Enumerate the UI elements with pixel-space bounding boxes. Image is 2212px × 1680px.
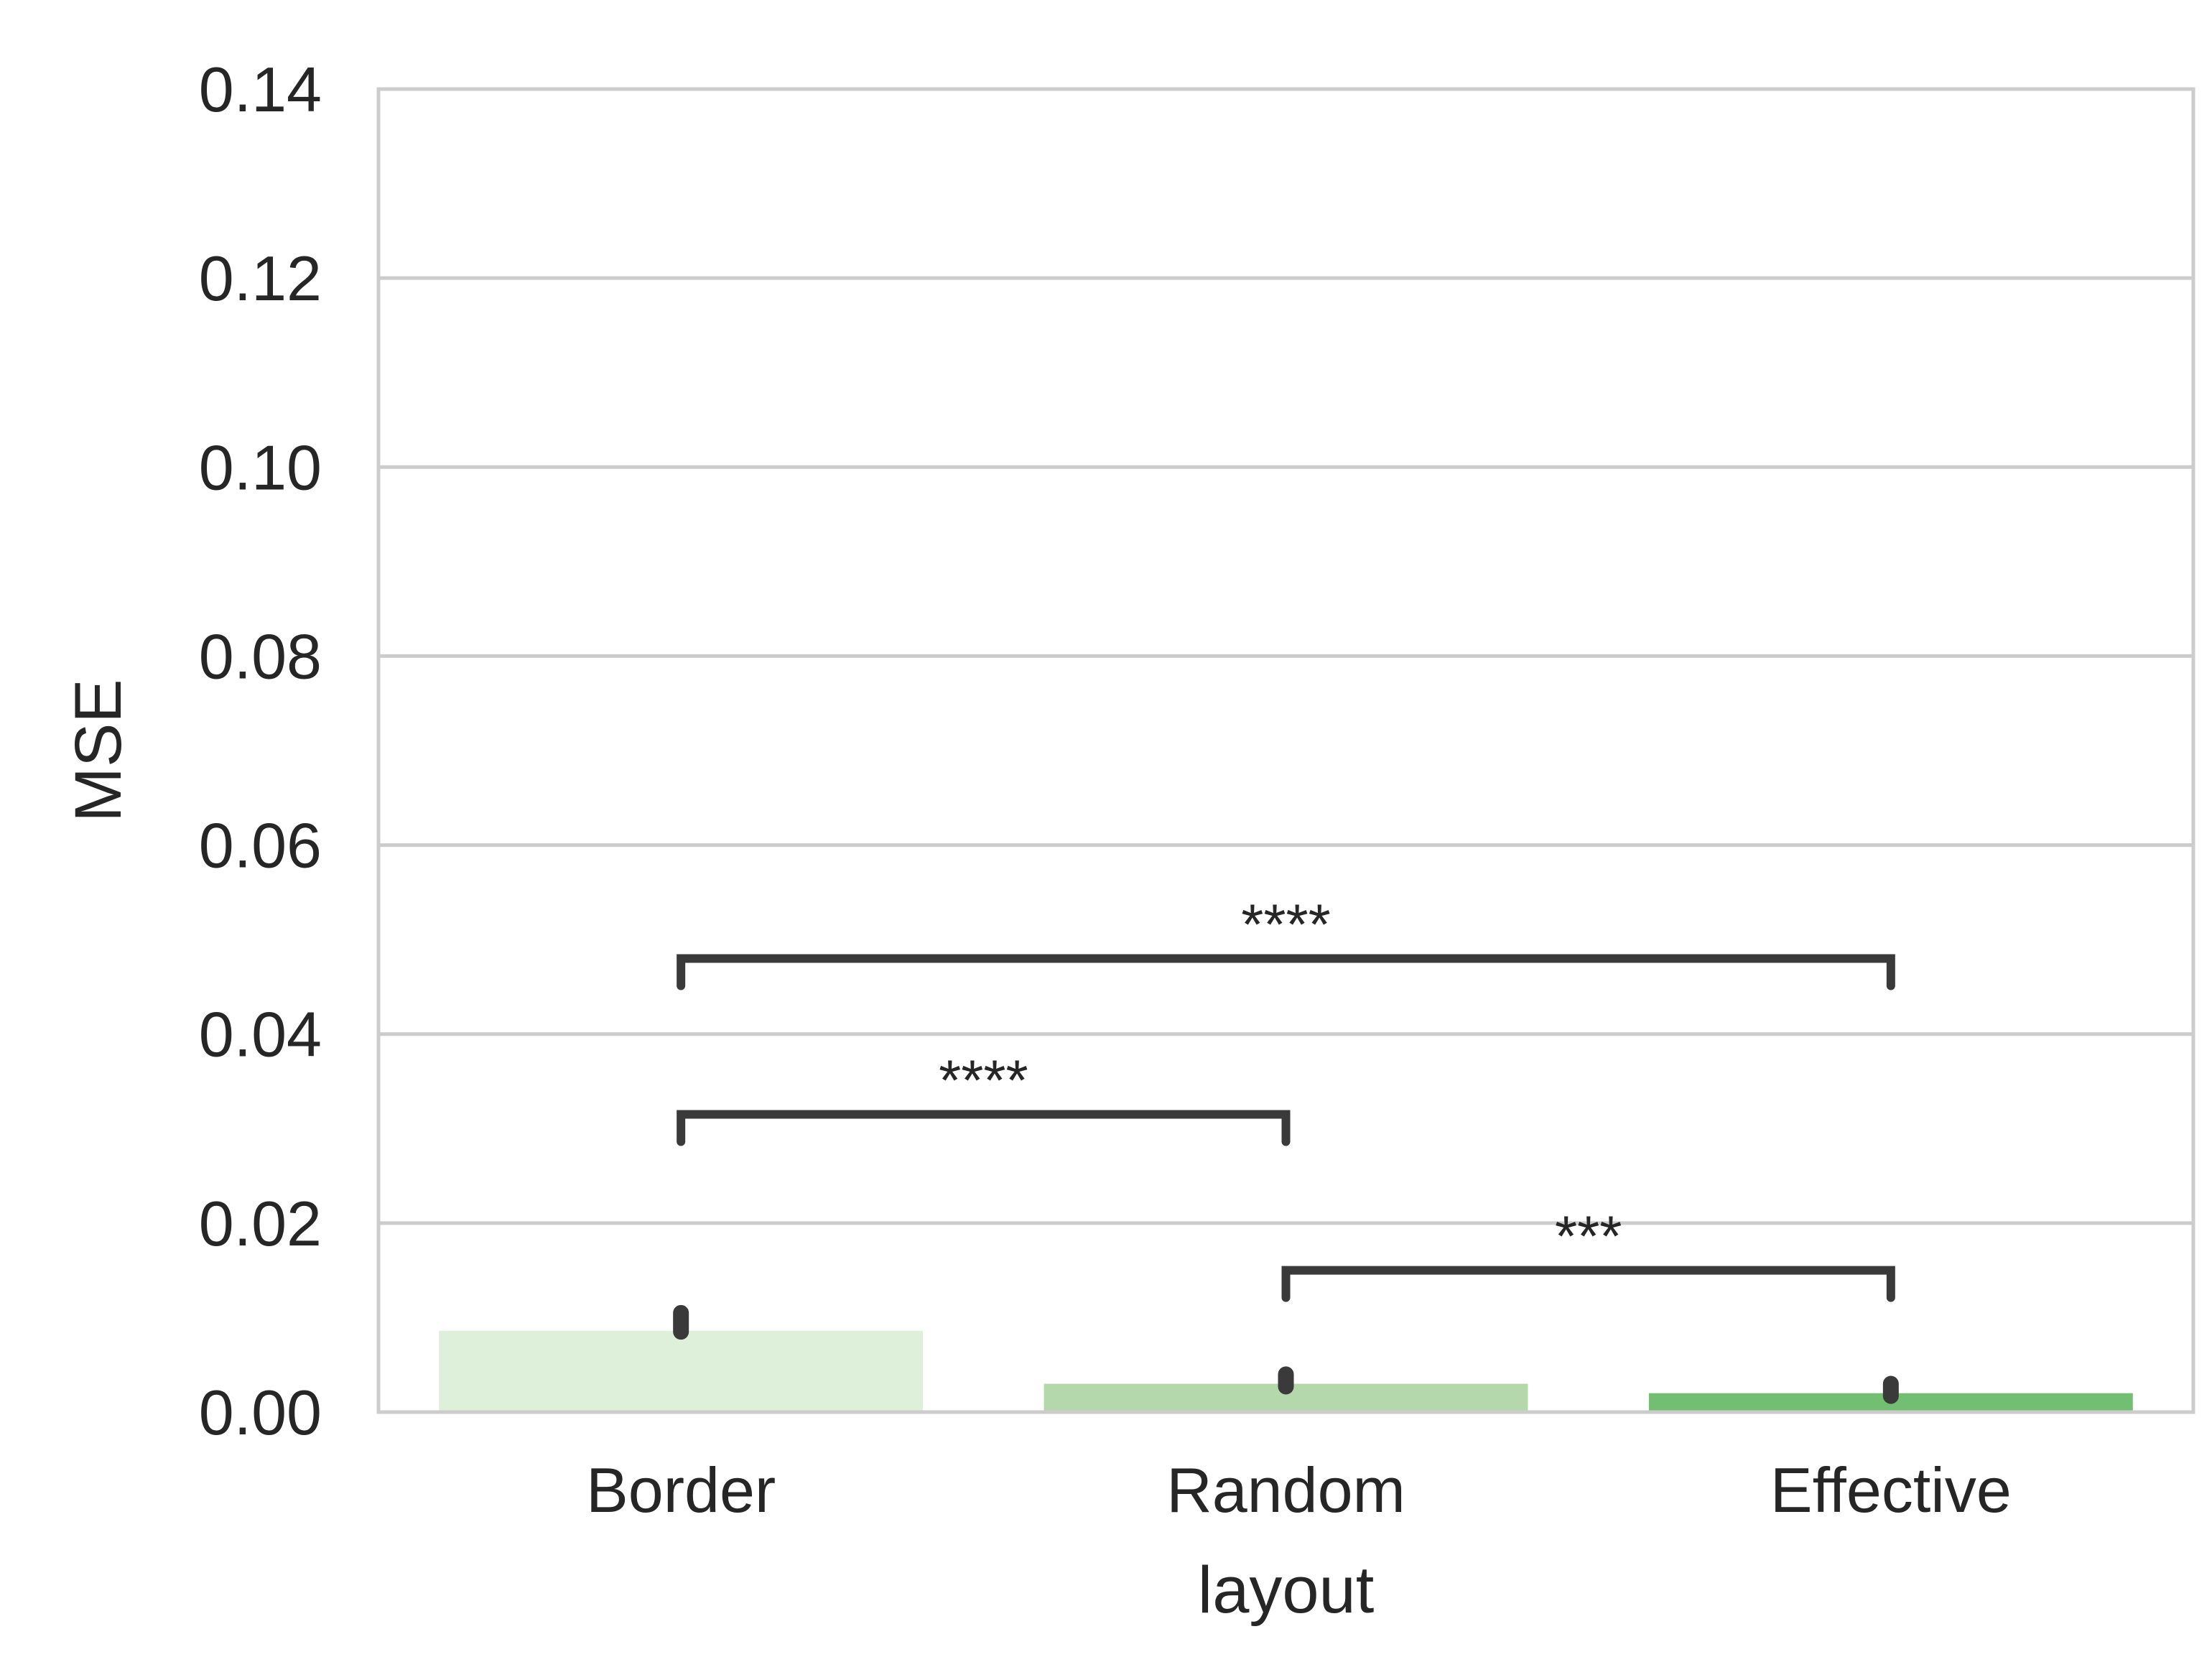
x-tick-label: Border bbox=[586, 1454, 776, 1526]
significance-label: *** bbox=[1555, 1205, 1622, 1268]
x-axis-label: layout bbox=[1198, 1554, 1375, 1627]
y-tick-label: 0.10 bbox=[199, 432, 322, 503]
y-tick-label: 0.12 bbox=[199, 243, 322, 314]
significance-bracket bbox=[677, 954, 1895, 990]
y-tick-label: 0.08 bbox=[199, 621, 322, 692]
x-tick-label: Effective bbox=[1770, 1454, 2012, 1526]
bar-border bbox=[439, 1330, 924, 1412]
bars bbox=[439, 1330, 2133, 1412]
y-tick-label: 0.14 bbox=[199, 54, 322, 125]
y-axis-label: MSE bbox=[62, 679, 135, 822]
y-tick-labels: 0.00 0.02 0.04 0.06 0.08 0.10 0.12 0.14 bbox=[199, 54, 322, 1448]
error-bars bbox=[673, 1304, 1899, 1404]
y-tick-label: 0.02 bbox=[199, 1188, 322, 1259]
x-tick-labels: Border Random Effective bbox=[586, 1454, 2012, 1526]
significance-annotations: *********** bbox=[677, 892, 1895, 1302]
significance-label: **** bbox=[939, 1049, 1028, 1113]
y-tick-label: 0.04 bbox=[199, 999, 322, 1070]
y-tick-label: 0.00 bbox=[199, 1377, 322, 1448]
x-tick-label: Random bbox=[1166, 1454, 1405, 1526]
significance-bracket bbox=[677, 1110, 1291, 1146]
significance-label: **** bbox=[1241, 892, 1331, 956]
grid-lines bbox=[378, 87, 2193, 1414]
significance-bracket bbox=[1281, 1266, 1895, 1302]
plot-frame bbox=[376, 87, 2195, 1414]
y-tick-label: 0.06 bbox=[199, 810, 322, 881]
